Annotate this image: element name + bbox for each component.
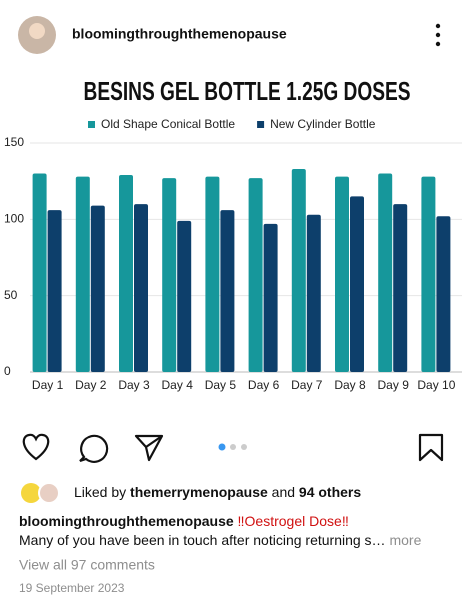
y-tick-label: 0 — [4, 364, 11, 378]
carousel-dot — [230, 444, 236, 450]
view-comments[interactable]: View all 97 comments — [19, 557, 155, 573]
comment-button[interactable] — [79, 434, 109, 463]
y-tick-label: 100 — [4, 212, 24, 226]
x-tick-label: Day 4 — [162, 378, 194, 392]
menu-button[interactable] — [435, 23, 441, 47]
x-tick-label: Day 2 — [75, 378, 107, 392]
liked-by: Liked by themerrymenopause and 94 others — [74, 484, 361, 500]
bar — [393, 204, 408, 372]
bar — [350, 196, 364, 372]
y-tick-label: 50 — [4, 288, 18, 302]
carousel-dot-active — [218, 443, 226, 451]
x-tick-label: Day 5 — [205, 378, 237, 392]
like-button[interactable] — [22, 433, 50, 461]
caption-body: Many of you have been in touch after not… — [19, 532, 386, 548]
liker-avatar — [38, 482, 60, 504]
x-tick-label: Day 10 — [417, 378, 455, 392]
bar — [134, 204, 148, 372]
save-button[interactable] — [418, 433, 444, 462]
chart-title: BESINS GEL BOTTLE 1.25G DOSES — [84, 76, 411, 106]
username[interactable]: bloomingthroughthemenopause — [72, 26, 287, 42]
x-tick-label: Day 3 — [118, 378, 150, 392]
bar — [335, 176, 349, 372]
avatar-face — [29, 23, 45, 39]
bar — [378, 173, 393, 372]
legend-swatch — [257, 121, 265, 128]
bar — [162, 178, 177, 372]
carousel-dot — [241, 444, 247, 450]
bar — [90, 205, 105, 372]
bar — [32, 173, 47, 372]
x-tick-label: Day 7 — [291, 378, 323, 392]
caption-more[interactable]: more — [389, 532, 421, 548]
legend-swatch — [88, 121, 95, 128]
liker-username[interactable]: themerrymenopause — [130, 484, 268, 500]
chart: 0 50 100 150 Old Shape Conical Bottle New Cyl… — [4, 117, 462, 392]
liker-avatar — [21, 483, 41, 503]
bar — [421, 176, 436, 372]
bar — [436, 216, 451, 372]
bar — [75, 176, 90, 372]
bar — [205, 176, 220, 372]
bar — [119, 175, 133, 372]
legend-label: Old Shape Conical Bottle — [101, 117, 235, 131]
liked-prefix: Liked by — [74, 484, 126, 500]
x-tick-label: Day 6 — [248, 378, 280, 392]
bar — [177, 220, 192, 372]
caption-headline: ‼Oestrogel Dose‼ — [238, 513, 349, 529]
caption-head: bloomingthroughthemenopause ‼Oestrogel D… — [19, 513, 349, 529]
liked-others[interactable]: 94 others — [299, 484, 361, 500]
bar — [306, 214, 321, 372]
post-date: 19 September 2023 — [19, 581, 125, 595]
share-button[interactable] — [134, 434, 164, 462]
legend-label: New Cylinder Bottle — [270, 117, 376, 131]
bar — [263, 223, 278, 372]
x-tick-label: Day 8 — [334, 378, 366, 392]
caption-text: Many of you have been in touch after not… — [19, 532, 422, 548]
liked-middle: and — [272, 484, 295, 500]
y-tick-label: 150 — [4, 135, 24, 149]
bar — [47, 210, 62, 372]
x-tick-label: Day 1 — [32, 378, 64, 392]
bar — [248, 178, 263, 372]
bar — [220, 210, 235, 372]
bar — [291, 168, 306, 372]
caption-username[interactable]: bloomingthroughthemenopause — [19, 513, 234, 529]
x-tick-label: Day 9 — [378, 378, 410, 392]
